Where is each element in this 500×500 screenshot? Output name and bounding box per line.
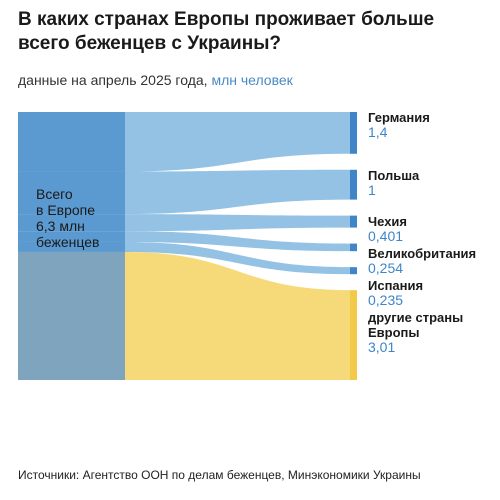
flow: [125, 231, 350, 252]
flow: [125, 251, 350, 380]
target-label: Чехия 0,401: [368, 214, 488, 244]
category-name: Испания: [368, 277, 424, 293]
subtitle-block: данные на апрель 2025 года, млн человек: [18, 72, 293, 88]
flow: [125, 214, 350, 232]
subtitle: данные на апрель 2025 года,: [18, 72, 208, 88]
target-node: [350, 169, 357, 200]
source-label-line: беженцев: [36, 234, 100, 250]
source-label-line: в Европе: [36, 202, 96, 218]
target-node: [350, 112, 357, 154]
chart-title: В каких странах Европы проживает больше …: [18, 9, 435, 54]
value-label: 3,01: [368, 338, 396, 355]
flow: [125, 241, 350, 275]
target-node: [350, 215, 357, 228]
target-node: [350, 243, 357, 252]
value-label: 0,401: [368, 227, 404, 244]
category-name: другие страны Европы: [368, 309, 464, 340]
category-name: Польша: [368, 167, 420, 183]
value-label: 0,254: [368, 259, 404, 276]
value-label: 1: [368, 181, 376, 198]
source-segment: [18, 251, 125, 380]
unit: млн человек: [211, 72, 293, 88]
source-node-label: Всего в Европе 6,3 млн беженцев: [36, 186, 99, 250]
category-name: Германия: [368, 110, 430, 125]
flow: [125, 112, 350, 172]
value-label: 1,4: [368, 124, 388, 140]
target-label: другие страны Европы 3,01: [368, 310, 488, 355]
category-name: Великобритания: [368, 245, 477, 261]
source-segment: [18, 171, 125, 215]
flow: [125, 169, 350, 215]
category-name: Чехия: [368, 213, 407, 229]
target-node: [350, 290, 357, 380]
value-label: 0,235: [368, 291, 404, 308]
target-label: Испания 0,235: [368, 278, 488, 308]
target-label: Польша 1: [368, 168, 488, 198]
footer: Источники: Агентство ООН по делам беженц…: [18, 468, 421, 482]
target-label: Великобритания 0,254: [368, 246, 488, 276]
source-label-line: 6,3 млн: [36, 218, 85, 234]
source-segment: [18, 214, 125, 232]
target-label: Германия 1,4: [368, 110, 488, 140]
source-segment: [18, 241, 125, 252]
source-label-line: Всего: [36, 186, 73, 202]
source-segment: [18, 231, 125, 242]
source-segment: [18, 112, 125, 172]
target-node: [350, 267, 357, 275]
